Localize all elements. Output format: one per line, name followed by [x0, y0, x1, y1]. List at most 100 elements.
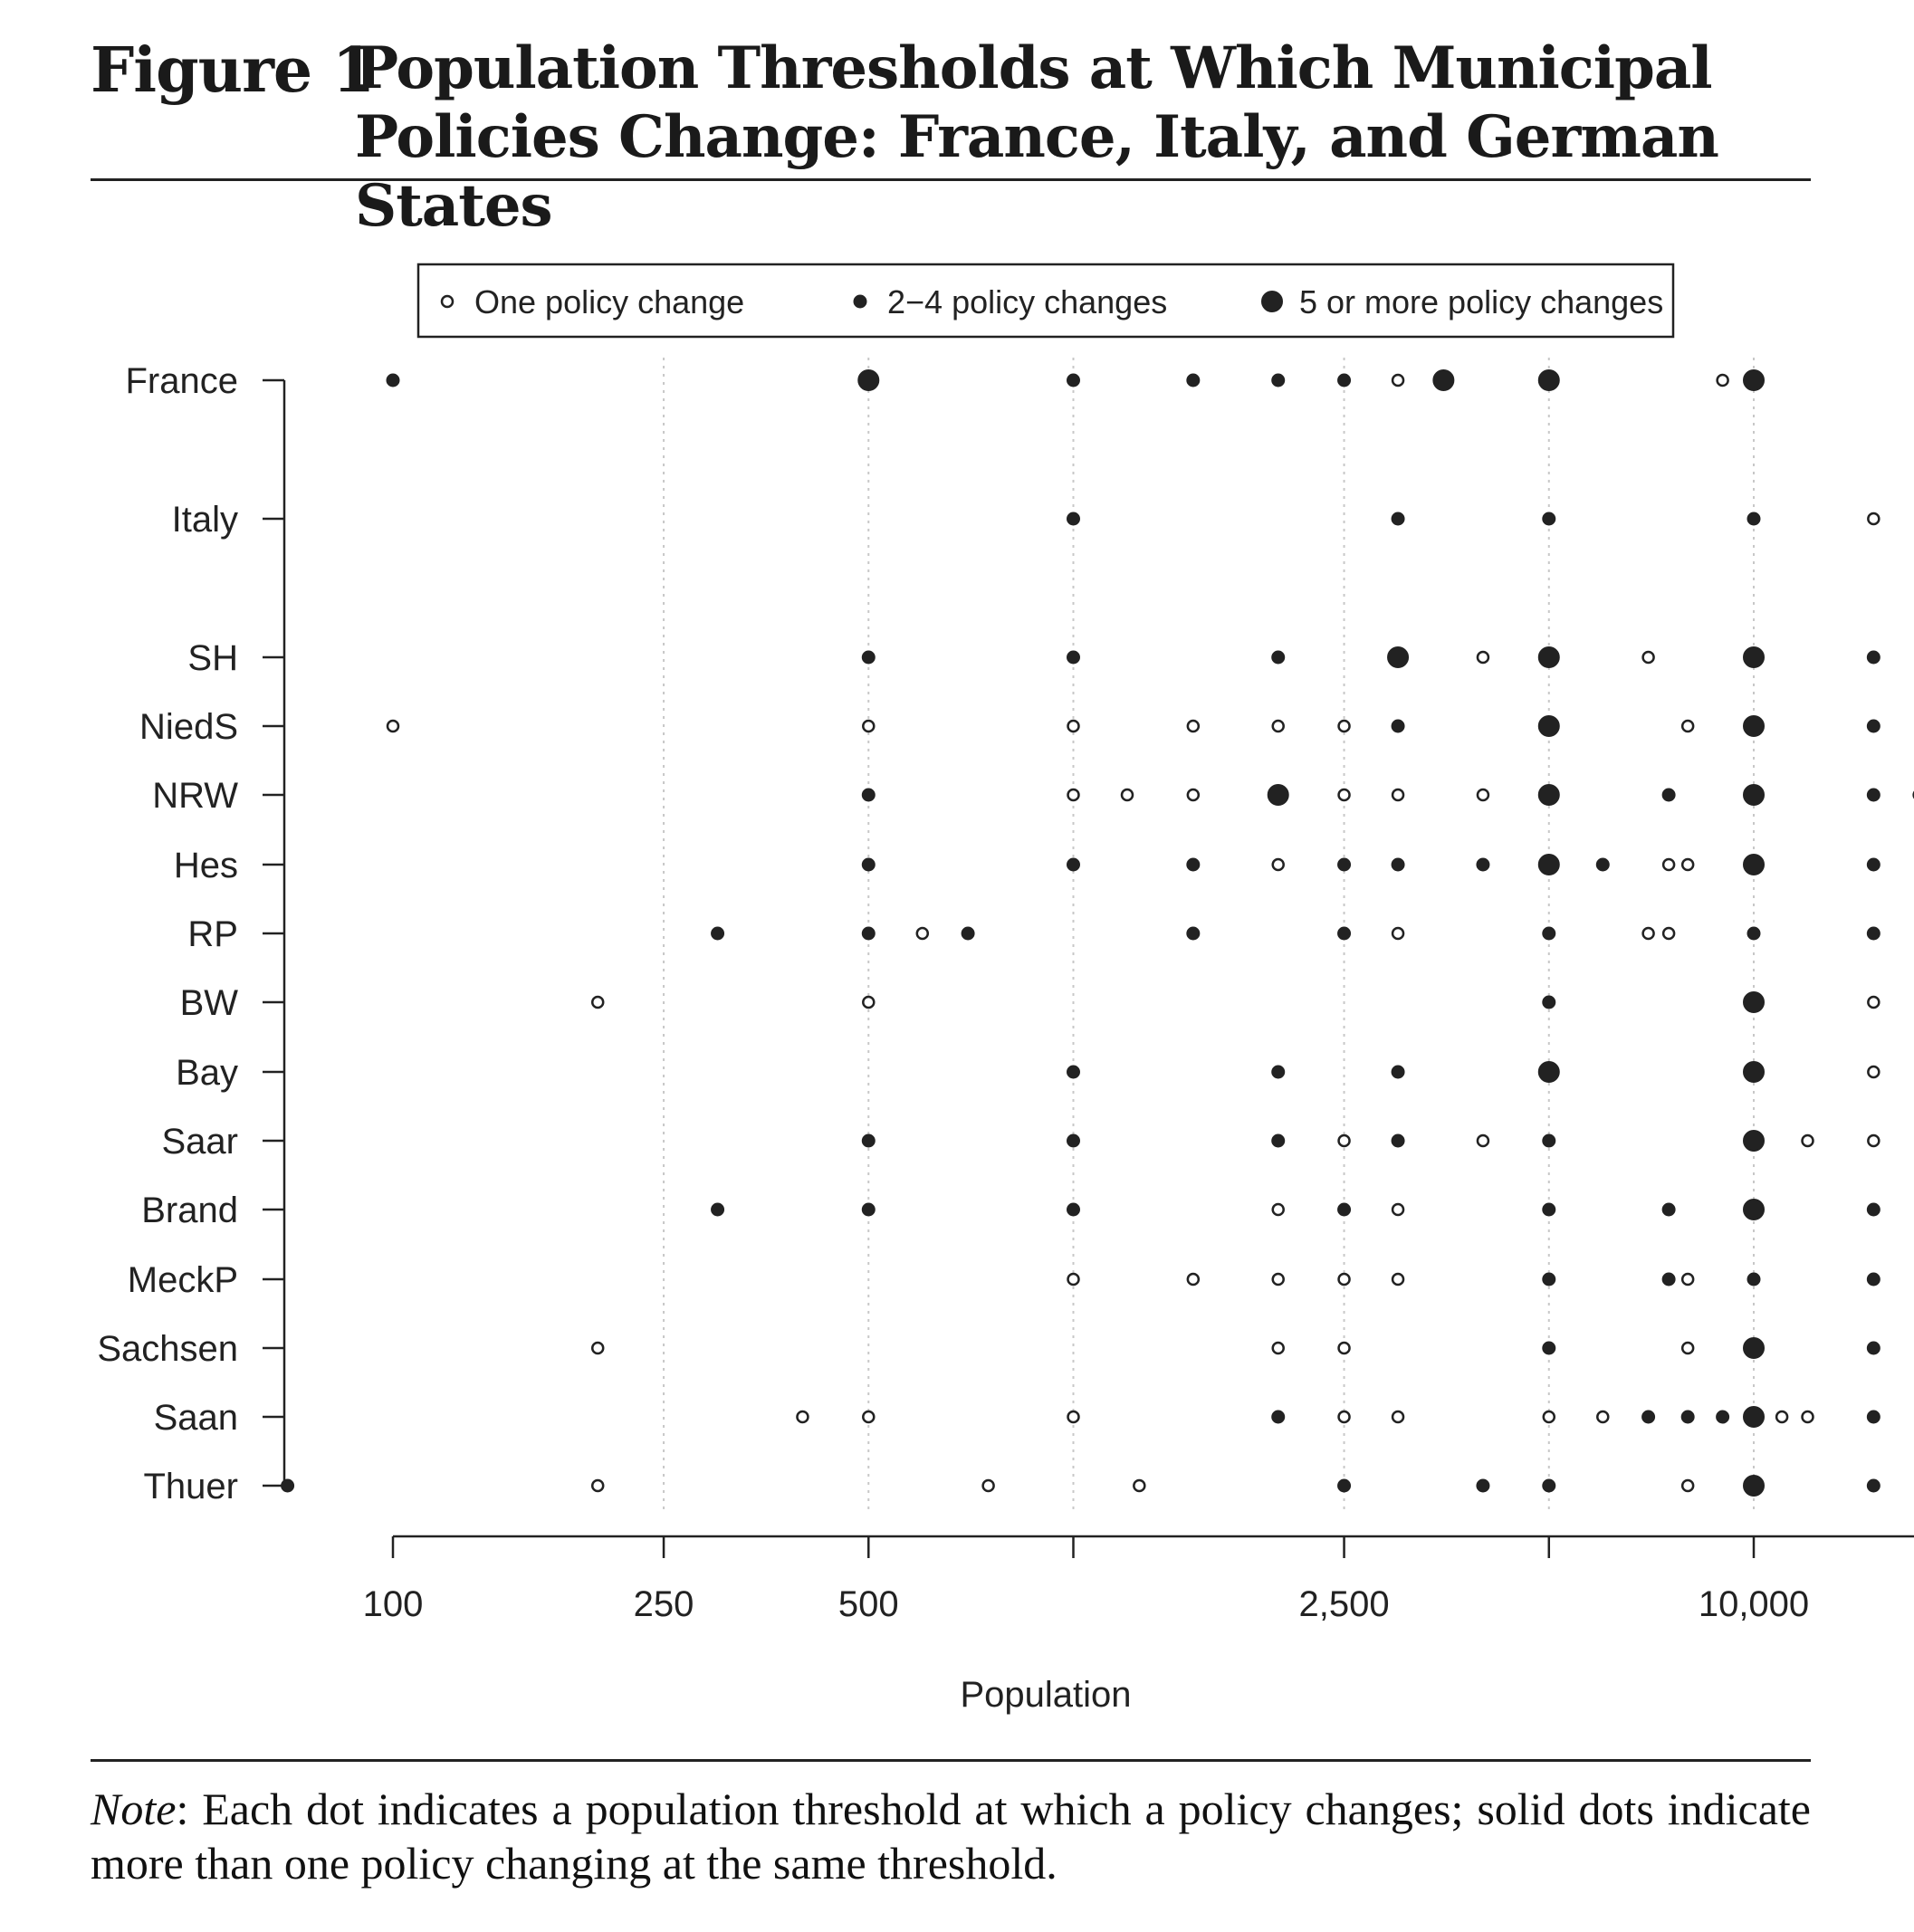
data-point: [1067, 719, 1080, 733]
data-point: [1537, 646, 1560, 668]
data-point: [1337, 788, 1351, 802]
data-point: [1661, 788, 1676, 802]
data-point: [1391, 1065, 1405, 1079]
legend-label: 2−4 policy changes: [887, 283, 1167, 320]
y-tick-label: Italy: [172, 500, 238, 540]
data-point: [1661, 926, 1676, 941]
data-point: [1867, 512, 1881, 526]
data-point: [1186, 857, 1201, 872]
y-tick-label: SH: [187, 638, 238, 678]
data-point: [1271, 373, 1286, 387]
data-point: [1067, 1065, 1080, 1079]
data-point: [1747, 1272, 1761, 1286]
data-point: [861, 788, 876, 802]
data-point: [1595, 857, 1610, 872]
data-point: [1537, 369, 1560, 391]
data-point: [1337, 1133, 1351, 1148]
data-point: [711, 926, 725, 941]
data-point: [1866, 1272, 1881, 1286]
data-point: [861, 650, 876, 665]
data-point: [1271, 1065, 1286, 1079]
data-point: [1537, 1061, 1560, 1083]
data-point: [1267, 784, 1289, 806]
data-point: [1743, 784, 1765, 806]
data-point: [1067, 650, 1080, 665]
data-point: [1801, 1133, 1814, 1148]
data-point: [1476, 857, 1490, 872]
data-point: [1537, 715, 1560, 737]
data-point: [1337, 857, 1352, 872]
data-point: [1391, 1272, 1405, 1286]
data-point: [1680, 719, 1695, 733]
data-point: [1537, 854, 1560, 875]
legend-label: 5 or more policy changes: [1299, 283, 1663, 320]
y-tick-label: France: [126, 361, 239, 401]
data-point: [1067, 1272, 1080, 1286]
data-point: [1743, 1475, 1765, 1497]
data-point: [1866, 788, 1881, 802]
legend-marker: [440, 294, 455, 309]
data-point: [1476, 650, 1490, 665]
data-point: [1337, 926, 1352, 941]
x-tick-label: 500: [838, 1584, 899, 1624]
data-point: [1067, 373, 1080, 387]
data-point: [1067, 788, 1080, 802]
bottom-rule: [91, 1759, 1811, 1762]
data-point: [1337, 1272, 1351, 1286]
data-point: [1337, 373, 1352, 387]
data-point: [1542, 1410, 1556, 1424]
data-point: [1391, 373, 1405, 387]
data-point: [1743, 1061, 1765, 1083]
data-point: [1866, 857, 1881, 872]
y-tick-label: Sachsen: [97, 1329, 238, 1369]
y-tick-label: MeckP: [128, 1260, 238, 1300]
data-point: [1743, 369, 1765, 391]
data-point: [1271, 1410, 1286, 1424]
data-point: [1542, 512, 1556, 526]
data-point: [1641, 1410, 1656, 1424]
data-point: [1186, 926, 1201, 941]
data-point: [861, 926, 876, 941]
data-point: [1186, 719, 1201, 733]
data-point: [1542, 1478, 1556, 1493]
data-point: [1391, 1202, 1405, 1217]
x-tick-label: 250: [634, 1584, 694, 1624]
figure-note: Note: Each dot indicates a population th…: [91, 1782, 1811, 1890]
data-point: [1866, 1410, 1881, 1424]
data-point: [1391, 512, 1405, 526]
data-point: [1867, 1133, 1881, 1148]
data-point: [590, 1341, 605, 1355]
y-axis: France Italy SH NiedS NRW Hes RP BW Bay Saar Brand…: [97, 361, 286, 1506]
data-point: [1476, 788, 1490, 802]
data-point: [1747, 512, 1761, 526]
x-tick-label: 2,500: [1298, 1584, 1389, 1624]
y-tick-label: Saar: [162, 1122, 239, 1162]
data-point: [1391, 719, 1405, 733]
data-point: [1743, 1406, 1765, 1428]
data-point: [796, 1410, 809, 1424]
data-point: [1743, 1337, 1765, 1359]
data-point: [1661, 857, 1676, 872]
x-axis-label: Population: [960, 1675, 1131, 1715]
data-point: [1271, 650, 1286, 665]
data-point: [1641, 650, 1655, 665]
data-point: [1716, 1410, 1730, 1424]
y-tick-label: Brand: [141, 1191, 238, 1230]
data-point: [1271, 719, 1285, 733]
gridlines: [663, 358, 1755, 1510]
data-point: [861, 1133, 876, 1148]
data-point: [1387, 646, 1410, 668]
x-tick-label: 10,000: [1699, 1584, 1809, 1624]
data-point: [1542, 1341, 1556, 1355]
x-tick-label: 100: [363, 1584, 424, 1624]
data-point: [386, 719, 400, 733]
y-tick-label: RP: [187, 914, 238, 954]
data-point: [1067, 512, 1080, 526]
data-point: [915, 926, 930, 941]
data-point: [1271, 1133, 1286, 1148]
data-point: [1542, 1202, 1556, 1217]
data-point: [1067, 857, 1080, 872]
data-point: [1743, 1199, 1765, 1220]
data-point: [1337, 1341, 1351, 1355]
